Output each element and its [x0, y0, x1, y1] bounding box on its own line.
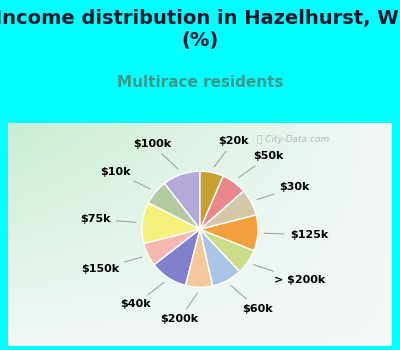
Text: $150k: $150k — [81, 257, 142, 274]
Text: $100k: $100k — [133, 139, 178, 169]
Wedge shape — [144, 229, 200, 265]
Wedge shape — [200, 176, 244, 229]
Text: $50k: $50k — [238, 152, 283, 178]
Wedge shape — [200, 171, 223, 229]
Wedge shape — [200, 229, 254, 272]
Text: ⓘ City-Data.com: ⓘ City-Data.com — [257, 135, 329, 144]
Text: $60k: $60k — [231, 286, 273, 314]
Wedge shape — [154, 229, 200, 286]
Wedge shape — [200, 215, 258, 251]
Text: Multirace residents: Multirace residents — [117, 75, 283, 90]
Text: Income distribution in Hazelhurst, WI
(%): Income distribution in Hazelhurst, WI (%… — [0, 9, 400, 50]
Text: $40k: $40k — [120, 282, 164, 309]
Text: $30k: $30k — [257, 182, 310, 199]
Text: $10k: $10k — [100, 167, 150, 189]
Text: $125k: $125k — [264, 230, 328, 240]
Wedge shape — [200, 191, 256, 229]
Text: $75k: $75k — [80, 215, 136, 224]
Wedge shape — [142, 203, 200, 244]
Text: $20k: $20k — [214, 136, 249, 167]
Text: $200k: $200k — [160, 293, 198, 324]
Wedge shape — [148, 183, 200, 229]
Wedge shape — [186, 229, 213, 287]
Text: > $200k: > $200k — [254, 265, 326, 285]
Wedge shape — [200, 229, 240, 286]
Wedge shape — [164, 171, 200, 229]
